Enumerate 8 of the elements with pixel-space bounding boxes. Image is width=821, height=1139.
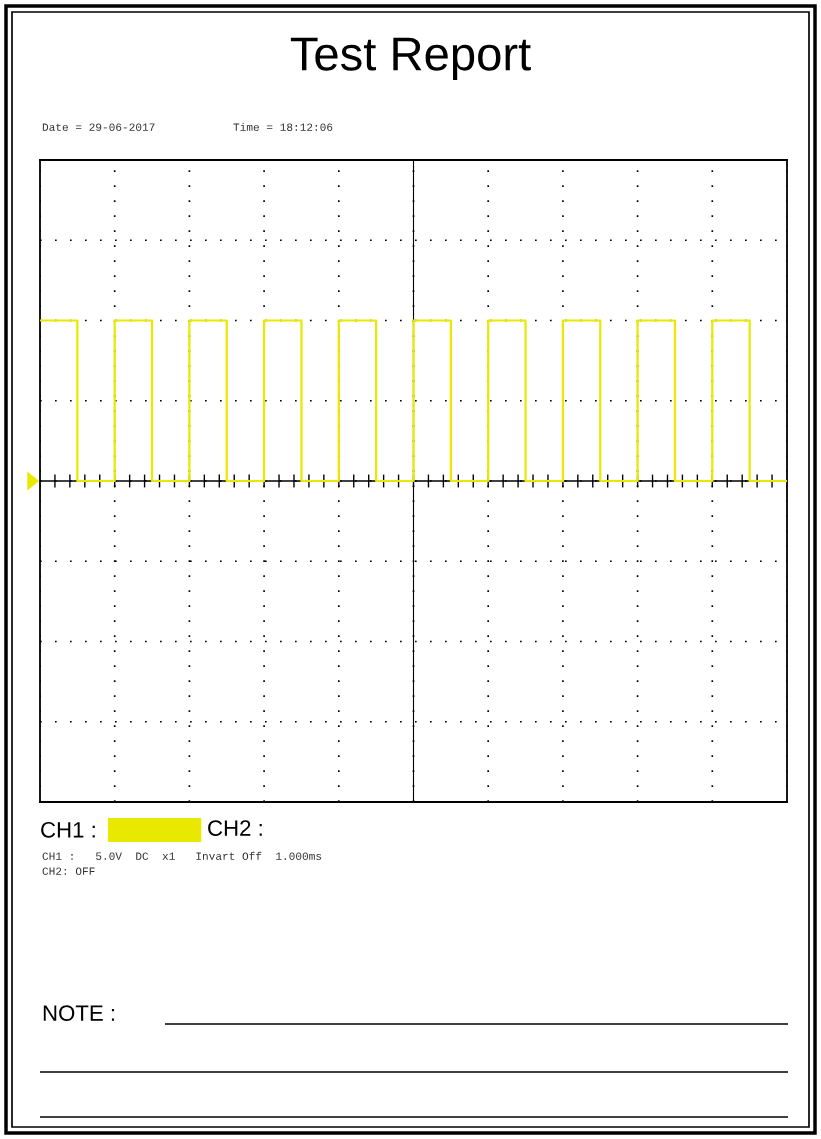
text: CH2 : <box>208 820 262 836</box>
text: NOTE : <box>43 1005 115 1021</box>
text: Date = 29-06-2017 <box>42 123 155 131</box>
text: CH1 : 5.0V DC x1 Invart Off 1.000ms <box>42 851 322 860</box>
chart-title: Test Report <box>290 37 531 81</box>
legend-label: CH1 : <box>41 821 95 838</box>
text: Time = 18:12:06 <box>233 122 333 131</box>
text: CH2: OFF <box>42 867 95 875</box>
